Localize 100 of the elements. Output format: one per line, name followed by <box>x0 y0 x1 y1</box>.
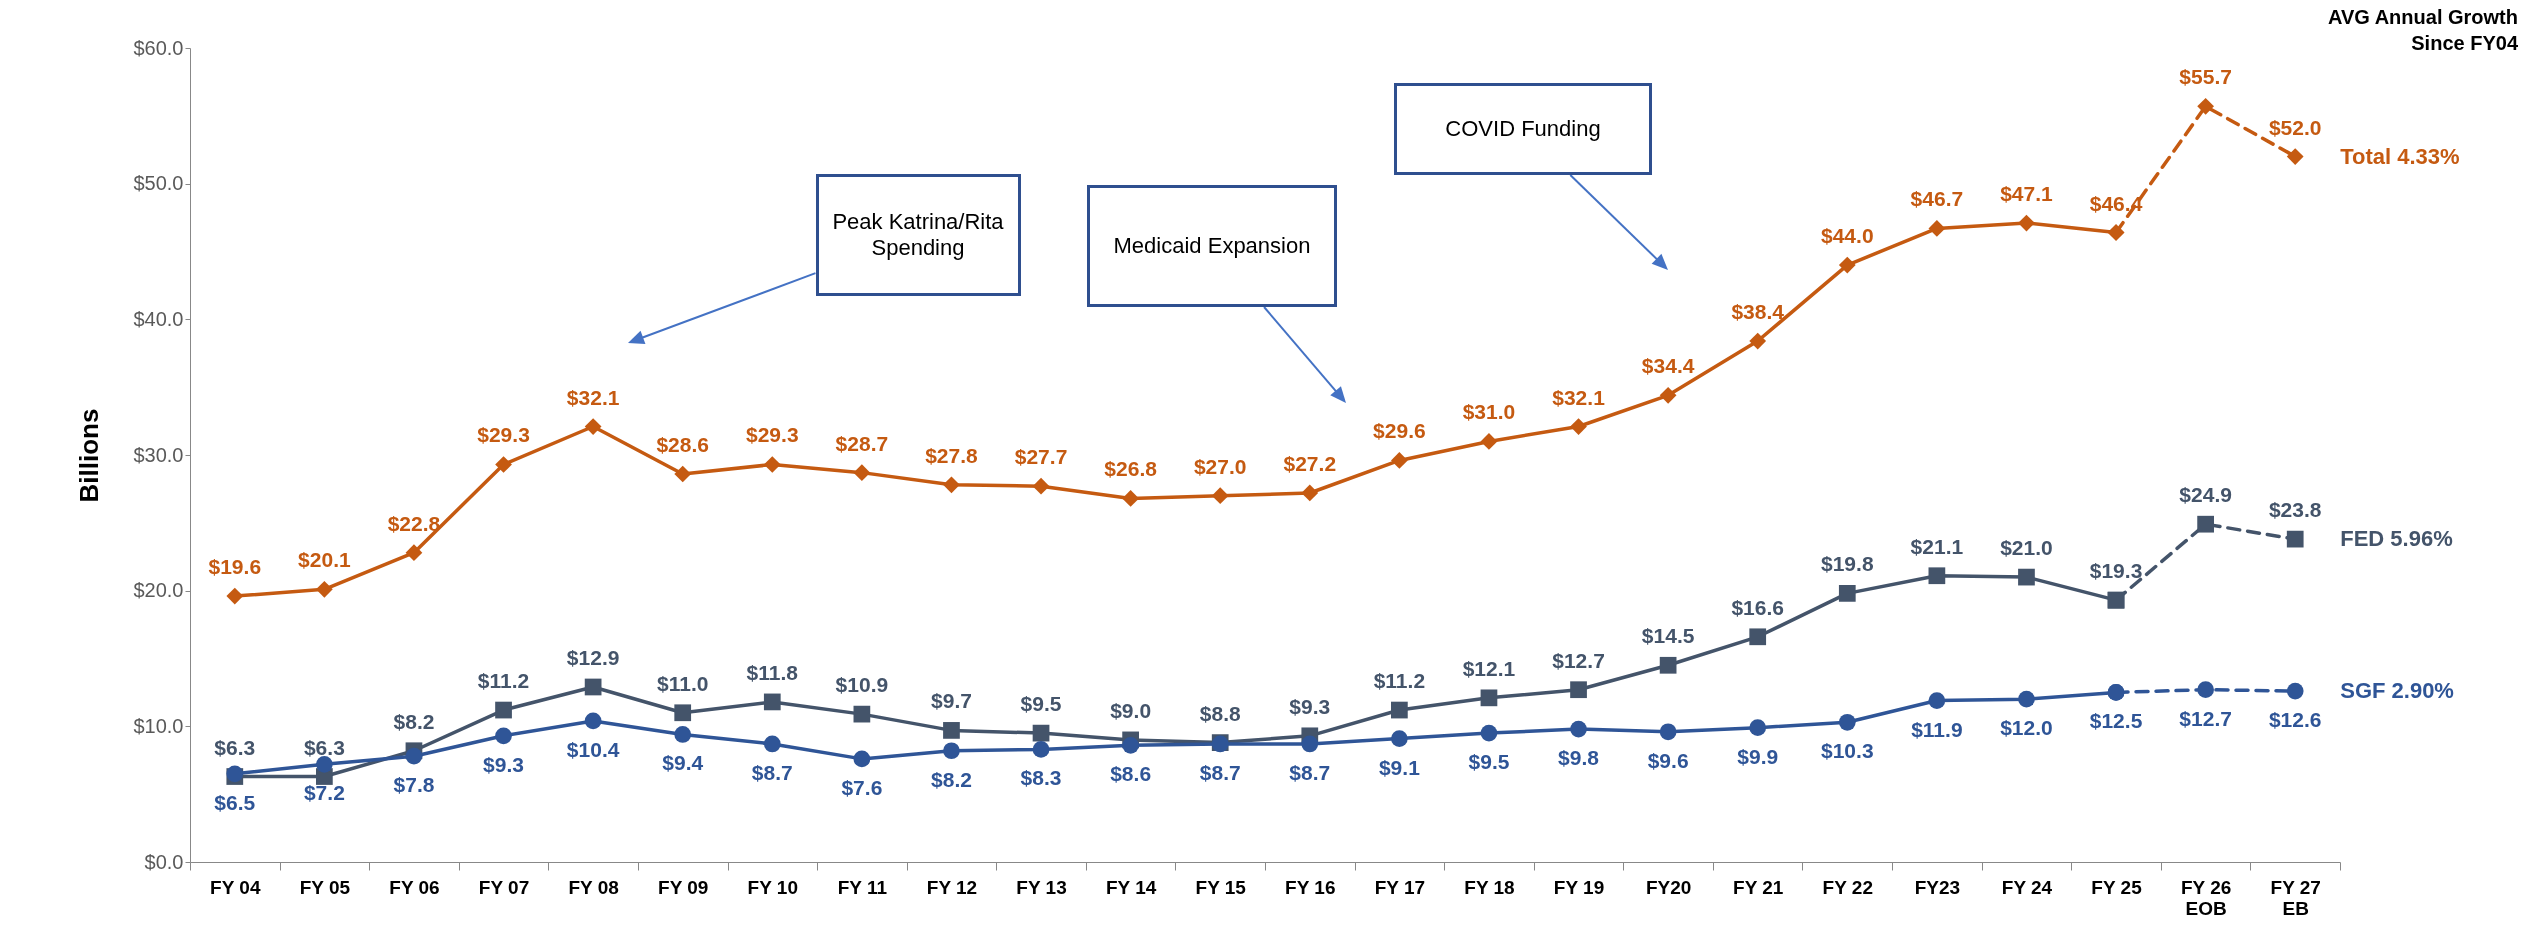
y-tick-label: $20.0 <box>133 579 184 602</box>
data-label: $22.8 <box>387 511 441 535</box>
text-box: Medicaid Expansion <box>1087 185 1337 307</box>
point <box>2018 214 2035 232</box>
data-label: $8.6 <box>1110 762 1152 786</box>
data-label: $9.4 <box>662 751 704 775</box>
point <box>853 750 871 768</box>
point <box>1749 332 1767 350</box>
y-axis-title: Billions <box>74 408 105 503</box>
point <box>1928 692 1946 709</box>
data-label: $8.7 <box>1289 760 1331 784</box>
point <box>495 456 512 473</box>
data-label: $9.0 <box>1110 698 1152 722</box>
point <box>943 722 960 739</box>
data-label: $9.8 <box>1558 746 1600 770</box>
data-label: $11.8 <box>746 660 799 684</box>
data-label: $8.2 <box>393 709 435 733</box>
x-tick-label: FY 25 <box>2091 876 2143 898</box>
data-label: $21.0 <box>2000 536 2053 560</box>
x-tick-label: FY 13 <box>1016 876 1067 898</box>
data-label: $27.0 <box>1193 454 1247 478</box>
point <box>495 727 512 745</box>
data-label: $11.9 <box>1911 717 1963 741</box>
x-tick-label: FY 11 <box>837 876 888 898</box>
x-tick-label: FY 05 <box>299 876 351 898</box>
point <box>1659 656 1677 674</box>
point <box>1838 713 1856 731</box>
point <box>1749 719 1767 737</box>
legend-title: AVG Annual Growth Since FY04 <box>2327 5 2518 56</box>
x-tick-label: FY 16 <box>1285 876 1336 898</box>
data-label: $11.2 <box>1373 669 1426 693</box>
data-label: $12.6 <box>2268 708 2322 732</box>
point <box>1659 386 1677 404</box>
point <box>316 580 333 598</box>
x-tick-label: FY 21 <box>1733 876 1784 898</box>
point <box>495 701 512 719</box>
x-tick-label: FY 10 <box>747 876 798 898</box>
point <box>1301 735 1319 753</box>
point <box>853 464 871 481</box>
y-tick-label: $60.0 <box>133 36 184 59</box>
data-label: $12.1 <box>1462 656 1516 680</box>
data-label: $34.4 <box>1641 354 1695 378</box>
y-tick-label: $0.0 <box>144 850 184 873</box>
x-tick-label: FY 18 <box>1464 876 1515 898</box>
data-label: $10.9 <box>835 673 889 697</box>
data-label: $12.9 <box>566 645 620 669</box>
data-label: $46.7 <box>1910 187 1964 211</box>
data-label: $38.4 <box>1731 300 1785 324</box>
data-label: $31.0 <box>1462 400 1516 424</box>
point <box>226 587 244 605</box>
point <box>1570 720 1587 738</box>
point <box>1570 418 1587 435</box>
point <box>584 418 602 435</box>
x-tick-label: FY 04 <box>210 876 261 898</box>
data-label: $19.8 <box>1821 552 1874 576</box>
point <box>1391 452 1408 469</box>
point <box>2197 515 2214 533</box>
x-tick-label: FY 14 <box>1105 876 1157 898</box>
data-label: $7.2 <box>303 781 345 805</box>
point <box>763 693 781 711</box>
point <box>1928 220 1946 237</box>
y-tick-label: $30.0 <box>133 443 184 466</box>
data-label: $29.3 <box>746 423 799 447</box>
data-label: $44.0 <box>1821 224 1874 248</box>
point <box>674 704 692 722</box>
point <box>1122 490 1139 507</box>
point <box>2286 148 2304 165</box>
point <box>674 465 692 483</box>
point <box>1301 484 1319 502</box>
point <box>2286 530 2304 548</box>
data-label: $11.2 <box>477 669 530 693</box>
data-label: $12.0 <box>2000 716 2053 740</box>
text-box: Peak Katrina/Rita Spending <box>815 174 1021 296</box>
x-tick-label: FY 26 EOB <box>2180 876 2232 919</box>
data-label: $28.7 <box>835 431 889 455</box>
point <box>1480 724 1498 742</box>
data-label: $19.3 <box>2089 559 2143 583</box>
point <box>2197 681 2214 699</box>
point <box>2107 224 2125 241</box>
data-label: $21.1 <box>1910 534 1964 558</box>
point <box>2018 690 2035 708</box>
data-label: $20.1 <box>298 548 351 572</box>
x-tick-label: FY 08 <box>568 876 619 898</box>
x-tick-label: FY20 <box>1645 876 1692 898</box>
data-label: $28.6 <box>656 432 709 456</box>
data-label: $24.9 <box>2179 483 2232 507</box>
data-label: $27.2 <box>1283 451 1337 475</box>
data-label: $27.8 <box>925 443 979 467</box>
data-label: $10.4 <box>566 737 620 761</box>
data-label: $9.3 <box>483 752 524 776</box>
x-tick-label: FY 15 <box>1195 876 1247 898</box>
data-label: $8.2 <box>931 767 972 791</box>
text: SGF 2.90% <box>2340 678 2454 704</box>
data-label: $26.8 <box>1104 457 1158 481</box>
point <box>2107 591 2125 609</box>
data-label: $8.7 <box>1199 760 1241 784</box>
x-tick-label: FY 07 <box>478 876 530 898</box>
data-label: $10.3 <box>1821 739 1874 763</box>
point <box>1391 701 1408 719</box>
point <box>2018 568 2035 586</box>
